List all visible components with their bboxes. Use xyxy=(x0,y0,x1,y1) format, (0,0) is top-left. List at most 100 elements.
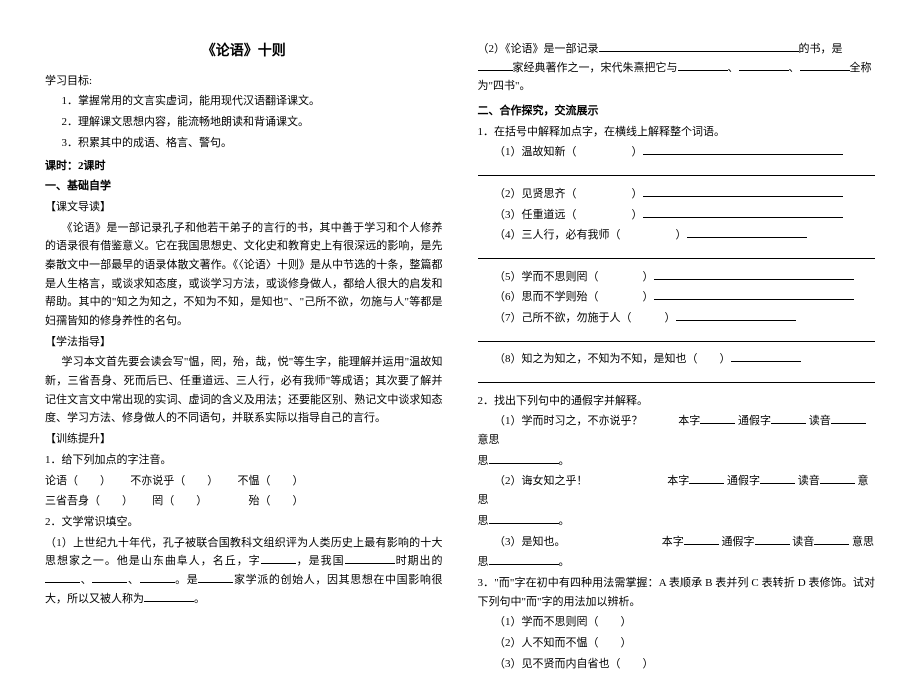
q2-1f: 。是 xyxy=(175,574,199,586)
lbl-a: 本字 xyxy=(678,415,700,427)
jichu-head: 一、基础自学 xyxy=(45,177,443,196)
r-q1-7: （7）己所不欲，勿施于人（ ） xyxy=(478,309,876,328)
blank xyxy=(144,591,194,602)
r-q1-1: （1）温故知新（ ） xyxy=(478,143,876,162)
lbl-b3: 通假字 xyxy=(722,536,755,548)
blank xyxy=(489,554,559,565)
blank xyxy=(760,473,795,484)
blank-full xyxy=(478,248,876,259)
keshi: 课时：2课时 xyxy=(45,157,443,176)
blank xyxy=(820,473,855,484)
blank xyxy=(731,351,801,362)
blank xyxy=(643,207,843,218)
q2-1h: 。 xyxy=(194,593,205,605)
blank xyxy=(45,572,80,583)
q2-1c: 时期出的 xyxy=(395,555,443,567)
blank xyxy=(755,534,790,545)
blank-full xyxy=(478,331,876,342)
q2-2d: 、 xyxy=(728,62,739,74)
r-q3-head: 3．"而"字在初中有四种用法需掌握：A 表顺承 B 表并列 C 表转折 D 表修… xyxy=(478,574,876,611)
r-q3-1: （1）学而不思则罔（ ） xyxy=(478,613,876,632)
r-q1-2-text: （2）见贤思齐（ xyxy=(494,188,577,200)
mubiao-3: 3．积累其中的成语、格言、警句。 xyxy=(45,134,443,153)
blank xyxy=(478,60,513,71)
xuefa-body: 学习本文首先要会读会写"愠，罔，殆，哉，悦"等生字，能理解并运用"温故知新，三省… xyxy=(45,353,443,428)
r-q1-2: （2）见贤思齐（ ） xyxy=(478,185,876,204)
q2-2: （2）《论语》是一部记录的书，是家经典著作之一，宋代朱熹把它与、、全称为"四书"… xyxy=(478,40,876,96)
blank xyxy=(140,572,175,583)
r-q2-1-yisi: 思。 xyxy=(478,452,876,471)
r-q1-3: （3）任重道远（ ） xyxy=(478,206,876,225)
blank-line2 xyxy=(478,247,876,266)
r-q2-head: 2．找出下列句中的通假字并解释。 xyxy=(478,392,876,411)
r-q2-3: （3）是知也。 本字 通假字 读音 意思 xyxy=(478,533,876,552)
blank xyxy=(92,572,127,583)
blank-full xyxy=(478,372,876,383)
left-column: 《论语》十则 学习目标: 1．掌握常用的文言实虚词，能用现代汉语翻译课文。 2．… xyxy=(45,40,443,620)
r-q1-6: （6）思而不学则殆（ ） xyxy=(478,288,876,307)
q2-2c: 家经典著作之一，宋代朱熹把它与 xyxy=(513,62,678,74)
lbl-c2: 读音 xyxy=(798,475,820,487)
r-q1-head: 1．在括号中解释加点字，在横线上解释整个词语。 xyxy=(478,123,876,142)
blank xyxy=(689,473,724,484)
blank xyxy=(198,572,233,583)
q1-f: 殆（ ） xyxy=(249,495,304,507)
r-q2-1-text: （1）学而时习之，不亦说乎？ xyxy=(494,415,643,427)
blank xyxy=(676,310,796,321)
lbl-c: 读音 xyxy=(809,415,831,427)
blank xyxy=(489,453,559,464)
blank xyxy=(489,513,559,524)
blank xyxy=(687,227,807,238)
r-q1-5-text: （5）学而不思则罔（ xyxy=(494,271,599,283)
hezuo-head: 二、合作探究，交流展示 xyxy=(478,102,876,121)
daodu-head: 【课文导读】 xyxy=(45,198,443,217)
r-q1-1-text: （1）温故知新（ xyxy=(494,146,577,158)
lbl-d: 意思 xyxy=(478,434,500,446)
blank xyxy=(678,60,728,71)
q2-head: 2．文学常识填空。 xyxy=(45,513,443,532)
r-q1-8: （8）知之为知之，不知为不知，是知也（ ） xyxy=(478,350,876,369)
lbl-a2: 本字 xyxy=(667,475,689,487)
blank xyxy=(654,289,854,300)
blank xyxy=(771,413,806,424)
blank xyxy=(345,553,395,564)
blank xyxy=(643,186,843,197)
blank xyxy=(700,413,735,424)
q1-a: 论语（ ） xyxy=(45,475,106,487)
blank xyxy=(261,553,296,564)
r-q2-3-text: （3）是知也。 xyxy=(494,536,560,548)
r-q2-1: （1）学而时习之，不亦说乎？ 本字 通假字 读音 意思 xyxy=(478,412,876,449)
q1-row1: 论语（ ） 不亦说乎（ ） 不愠（ ） xyxy=(45,472,443,491)
blank xyxy=(643,144,843,155)
q2-2a: （2）《论语》是一部记录 xyxy=(478,43,599,55)
r-q3-3: （3）见不贤而内自省也（ ） xyxy=(478,655,876,673)
r-q1-6-text: （6）思而不学则殆（ xyxy=(494,291,599,303)
r-q2-3-yisi: 思。 xyxy=(478,553,876,572)
r-q2-2-text: （2）诲女知之乎！ xyxy=(494,475,588,487)
lbl-b: 通假字 xyxy=(738,415,771,427)
q1-b: 不亦说乎（ ） xyxy=(130,475,213,487)
r-q1-4-text: （4）三人行，必有我师（ xyxy=(494,229,621,241)
q1-e: 罔（ ） xyxy=(152,495,202,507)
r-q1-7-text: （7）己所不欲，勿施于人（ xyxy=(494,312,632,324)
q2-2b: 的书，是 xyxy=(799,43,843,55)
doc-title: 《论语》十则 xyxy=(45,40,443,64)
mubiao-head: 学习目标: xyxy=(45,72,443,91)
q1-d: 三省吾身（ ） xyxy=(45,495,128,507)
r-q2-2-yisi: 思。 xyxy=(478,512,876,531)
blank xyxy=(814,534,849,545)
blank xyxy=(599,41,799,52)
q1-c: 不愠（ ） xyxy=(238,475,304,487)
blank-line4 xyxy=(478,371,876,390)
blank xyxy=(800,60,850,71)
blank-full xyxy=(478,165,876,176)
mubiao-2: 2．理解课文思想内容，能流畅地朗读和背诵课文。 xyxy=(45,113,443,132)
lbl-b2: 通假字 xyxy=(727,475,760,487)
q2-1d: 、 xyxy=(80,574,92,586)
blank xyxy=(739,60,789,71)
r-q1-4: （4）三人行，必有我师（ ） xyxy=(478,226,876,245)
blank xyxy=(831,413,866,424)
q2-2e: 、 xyxy=(789,62,800,74)
lbl-c3: 读音 xyxy=(792,536,814,548)
q2-1b: ，是我国 xyxy=(296,555,345,567)
